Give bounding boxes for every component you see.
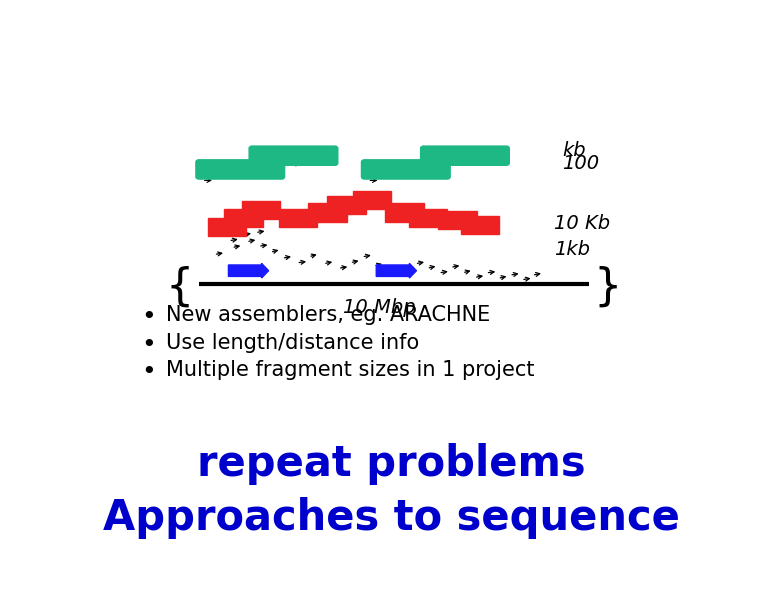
Text: •: • (141, 360, 156, 384)
Text: Use length/distance info: Use length/distance info (166, 333, 420, 353)
Bar (224, 209, 262, 227)
Text: •: • (141, 305, 156, 329)
Bar (327, 196, 365, 214)
FancyBboxPatch shape (420, 146, 510, 165)
FancyArrow shape (228, 264, 269, 278)
Bar (409, 209, 447, 227)
Text: }: } (594, 265, 623, 308)
Bar (353, 190, 391, 209)
Text: 10 Mbp: 10 Mbp (343, 298, 416, 317)
FancyArrow shape (376, 264, 417, 278)
Bar (385, 203, 423, 222)
Bar (438, 211, 477, 230)
Bar (308, 203, 346, 222)
Text: 10 Kb: 10 Kb (554, 214, 610, 233)
Text: Multiple fragment sizes in 1 project: Multiple fragment sizes in 1 project (166, 360, 535, 380)
Text: •: • (141, 333, 156, 356)
FancyBboxPatch shape (196, 160, 285, 179)
Text: repeat problems: repeat problems (197, 443, 585, 484)
FancyBboxPatch shape (362, 160, 450, 179)
Text: 100: 100 (562, 154, 600, 173)
Text: kb: kb (562, 140, 586, 159)
FancyBboxPatch shape (249, 146, 338, 165)
Bar (208, 218, 246, 236)
Text: Approaches to sequence: Approaches to sequence (102, 497, 680, 540)
Text: New assemblers, eg. ARACHNE: New assemblers, eg. ARACHNE (166, 305, 491, 325)
Text: 1kb: 1kb (554, 240, 590, 259)
Bar (242, 201, 281, 219)
Bar (461, 216, 499, 234)
Bar (278, 209, 317, 227)
Text: {: { (166, 265, 194, 308)
